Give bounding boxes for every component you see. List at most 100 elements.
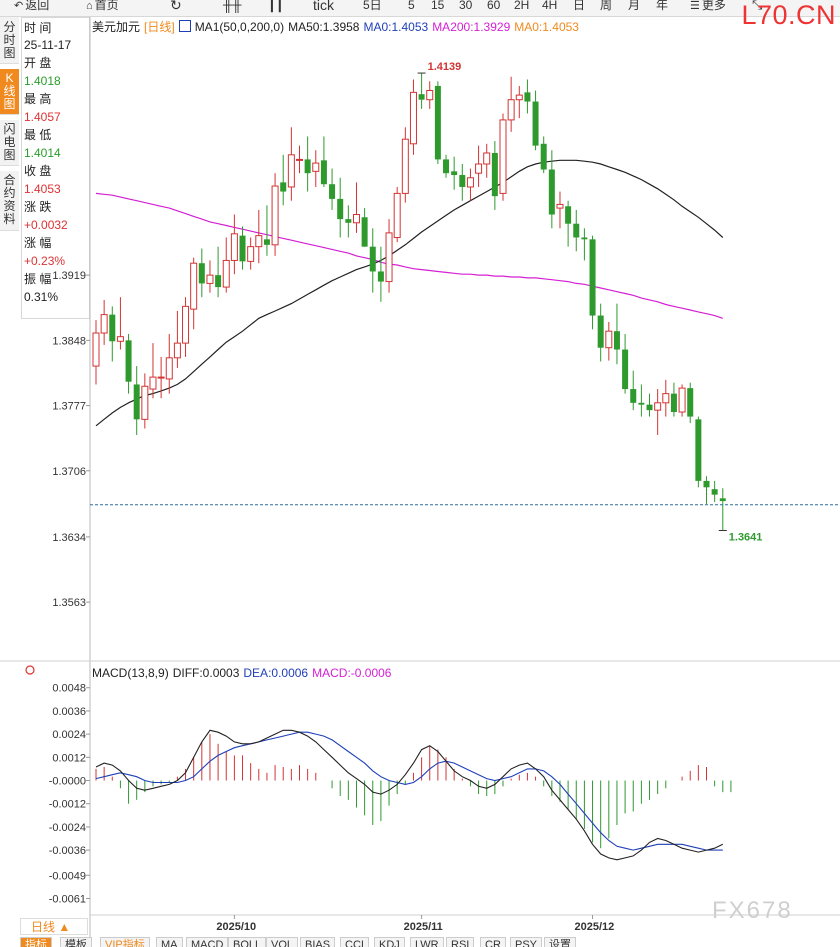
bottom-tab[interactable]: PSY	[510, 937, 543, 947]
bottom-tab[interactable]: VIP指标	[100, 937, 150, 947]
bottom-tab[interactable]: CR	[480, 937, 506, 947]
sidebar-item-contract[interactable]: 合约资料	[0, 171, 19, 231]
candle-body	[573, 223, 580, 238]
ma-settings-icon[interactable]	[178, 20, 191, 32]
sidebar-item-flash[interactable]: 闪电图	[0, 120, 19, 166]
candle-body	[329, 184, 336, 199]
period-week[interactable]: 周	[600, 0, 613, 12]
candle-body	[719, 498, 726, 502]
home-icon: ⌂	[86, 0, 93, 12]
candlestick-icon[interactable]: ╫╫	[223, 0, 242, 12]
back-button[interactable]: ↶ 返回	[14, 0, 50, 12]
candle-body	[385, 232, 393, 283]
candle-body	[369, 246, 376, 272]
period-15m[interactable]: 15	[431, 0, 445, 12]
bottom-tab[interactable]: CCI	[340, 937, 369, 947]
candle-body	[393, 192, 401, 238]
macd-value: MACD:-0.0006	[312, 666, 392, 680]
candle-body	[206, 274, 214, 284]
menu-icon: ☰	[690, 0, 700, 12]
bottom-tab[interactable]: LWR	[410, 937, 444, 947]
ma200-value: MA200:1.3929	[432, 20, 511, 34]
candle-body	[605, 330, 613, 349]
price-tick-label: 1.3777	[52, 401, 86, 413]
candle-body	[255, 235, 263, 248]
candle-body	[361, 217, 368, 247]
candle-body	[499, 119, 507, 194]
change-label: 涨 跌	[24, 200, 52, 214]
dea-line	[95, 731, 723, 851]
candle-body	[239, 235, 246, 262]
bottom-tab[interactable]: KDJ	[374, 937, 405, 947]
candle-body	[515, 94, 523, 101]
candle-body	[622, 349, 629, 390]
home-button[interactable]: ⌂ 首页	[86, 0, 119, 12]
period-year[interactable]: 年	[656, 0, 669, 12]
candle-body	[133, 384, 140, 420]
macd-tick-label: 0.0048	[52, 683, 86, 695]
macd-tick-label: -0.0036	[49, 845, 86, 857]
candle-body	[532, 101, 539, 146]
bottom-tab[interactable]: BIAS	[300, 937, 336, 947]
period-month[interactable]: 月	[628, 0, 641, 12]
ma0a-value: MA0:1.4053	[363, 20, 429, 34]
bottom-tab[interactable]: VOL	[266, 937, 299, 947]
bottom-tab[interactable]: 指标	[20, 937, 52, 947]
candle-body	[401, 138, 409, 194]
bottom-tab[interactable]: BOLL	[228, 937, 267, 947]
candle-body	[459, 175, 466, 187]
period-5m[interactable]: 5	[408, 0, 415, 12]
bottom-tab[interactable]: 设置	[544, 937, 576, 947]
macd-tick-label: -0.0049	[49, 870, 86, 882]
high-value: 1.4057	[24, 110, 61, 124]
macd-tick-label: 0.0024	[52, 729, 86, 741]
candle-body	[377, 271, 384, 282]
fullscreen-icon[interactable]: ⤡	[752, 0, 763, 12]
period-5d[interactable]: 5日	[363, 0, 382, 12]
candle-body	[263, 239, 270, 245]
candle-body	[695, 419, 702, 481]
bottom-bar: 指标 模板 VIP指标 MA MACD BOLL VOL BIAS CCI KDJ LWR RSI CR…	[0, 937, 840, 947]
info-panel: 时 间 25-11-17 开 盘 1.4018 最 高 1.4057 最 低 1…	[21, 17, 90, 319]
high-label: 最 高	[24, 92, 52, 106]
candle-body	[589, 239, 596, 316]
more-button[interactable]: ☰ 更多	[690, 0, 726, 12]
candle-body	[597, 315, 604, 348]
candle-body	[443, 159, 450, 174]
refresh-icon[interactable]: ↻	[170, 0, 182, 13]
period-2h[interactable]: 2H	[514, 0, 530, 12]
sidebar-item-timeshare[interactable]: 分时图	[0, 17, 19, 64]
candle-body	[312, 162, 320, 172]
macd-tick-label: 0.0012	[52, 752, 86, 764]
diff-line	[95, 729, 724, 861]
price-tick-label: 1.3848	[52, 335, 86, 347]
period-30m[interactable]: 30	[459, 0, 473, 12]
sidebar-item-kline[interactable]: K线图	[0, 69, 19, 115]
candle-body	[271, 185, 279, 246]
bottom-tab[interactable]: RSI	[446, 937, 475, 947]
candle-body	[116, 336, 124, 342]
period-4h[interactable]: 4H	[542, 0, 558, 12]
candle-body	[434, 85, 441, 160]
ma50-value: MA50:1.3958	[288, 20, 360, 34]
min-label: 1.3641	[729, 531, 763, 543]
price-tick-label: 1.3563	[52, 597, 86, 609]
price-layer	[90, 73, 840, 531]
period-day[interactable]: 日	[573, 0, 586, 12]
bottom-tab[interactable]: 模板	[60, 937, 92, 947]
macd-tick-label: 0.0036	[52, 706, 86, 718]
candle-body	[540, 143, 547, 170]
candle-body	[483, 152, 491, 165]
macd-name: MACD(13,8,9)	[92, 666, 169, 680]
bars-icon[interactable]: ┃┃	[268, 0, 284, 12]
period-60m[interactable]: 60	[487, 0, 501, 12]
tick-button[interactable]: tick	[313, 0, 334, 13]
price-tick-label: 1.3706	[52, 466, 86, 478]
bottom-tab[interactable]: MACD	[186, 937, 229, 947]
day-tab[interactable]: 日线 ▲	[20, 918, 88, 935]
bottom-tab[interactable]: MA	[156, 937, 183, 947]
candle-body	[304, 159, 311, 174]
candle-body	[678, 387, 686, 413]
candle-body	[524, 92, 531, 102]
